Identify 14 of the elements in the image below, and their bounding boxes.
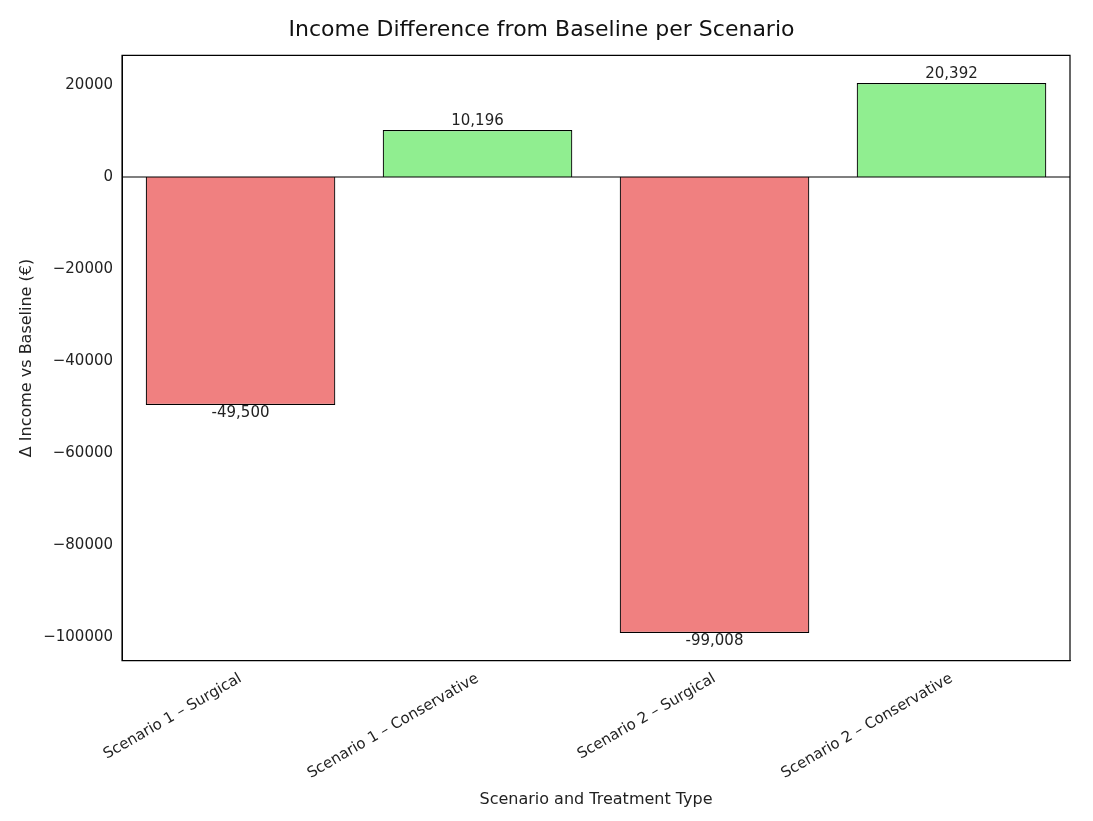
data-label: 20,392 xyxy=(925,64,978,83)
y-tick-label: −80000 xyxy=(52,535,114,554)
data-label: 10,196 xyxy=(451,111,504,130)
chart-title: Income Difference from Baseline per Scenario xyxy=(288,15,795,41)
y-axis-title: Δ Income vs Baseline (€) xyxy=(15,258,35,458)
y-tick-label: −100000 xyxy=(43,627,114,646)
data-label: -99,008 xyxy=(685,631,744,650)
y-tick-label: 20000 xyxy=(65,74,114,93)
y-tick-label: 0 xyxy=(103,166,114,185)
y-tick-label: −60000 xyxy=(52,443,114,462)
x-axis-title: Scenario and Treatment Type xyxy=(479,788,713,808)
y-tick-label: −20000 xyxy=(52,259,114,278)
y-tick-label: −40000 xyxy=(52,351,114,370)
data-label: -49,500 xyxy=(211,403,270,422)
